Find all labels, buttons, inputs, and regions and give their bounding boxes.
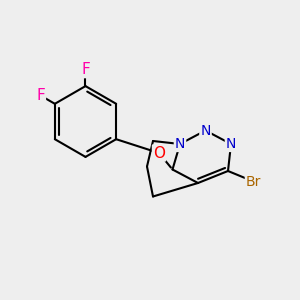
Text: N: N (175, 137, 185, 151)
Text: O: O (153, 146, 165, 160)
Text: F: F (81, 62, 90, 77)
Text: F: F (36, 88, 45, 103)
Text: N: N (226, 137, 236, 151)
Text: N: N (200, 124, 211, 137)
Text: Br: Br (246, 175, 261, 188)
